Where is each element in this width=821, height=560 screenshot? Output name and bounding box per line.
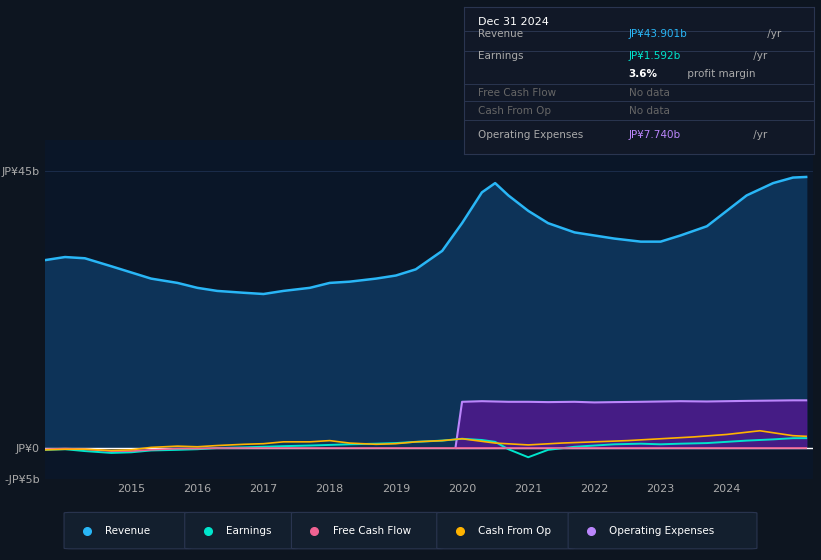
Text: Free Cash Flow: Free Cash Flow bbox=[478, 88, 556, 98]
Text: JP¥1.592b: JP¥1.592b bbox=[629, 51, 681, 60]
Text: JP¥43.901b: JP¥43.901b bbox=[629, 29, 687, 39]
FancyBboxPatch shape bbox=[64, 512, 191, 549]
Text: profit margin: profit margin bbox=[684, 69, 755, 79]
Text: Cash From Op: Cash From Op bbox=[478, 526, 551, 535]
Text: Earnings: Earnings bbox=[226, 526, 271, 535]
Text: /yr: /yr bbox=[764, 29, 781, 39]
FancyBboxPatch shape bbox=[568, 512, 757, 549]
Text: Cash From Op: Cash From Op bbox=[478, 106, 551, 116]
Text: JP¥7.740b: JP¥7.740b bbox=[629, 130, 681, 140]
Text: Free Cash Flow: Free Cash Flow bbox=[333, 526, 410, 535]
Text: No data: No data bbox=[629, 106, 669, 116]
Text: Operating Expenses: Operating Expenses bbox=[478, 130, 583, 140]
Text: Operating Expenses: Operating Expenses bbox=[609, 526, 714, 535]
Text: /yr: /yr bbox=[750, 51, 768, 60]
Text: /yr: /yr bbox=[750, 130, 768, 140]
Text: Earnings: Earnings bbox=[478, 51, 524, 60]
Text: No data: No data bbox=[629, 88, 669, 98]
FancyBboxPatch shape bbox=[437, 512, 575, 549]
Text: Revenue: Revenue bbox=[478, 29, 523, 39]
Text: Dec 31 2024: Dec 31 2024 bbox=[478, 17, 548, 27]
FancyBboxPatch shape bbox=[291, 512, 443, 549]
Text: Revenue: Revenue bbox=[105, 526, 150, 535]
Text: 3.6%: 3.6% bbox=[629, 69, 658, 79]
FancyBboxPatch shape bbox=[185, 512, 298, 549]
